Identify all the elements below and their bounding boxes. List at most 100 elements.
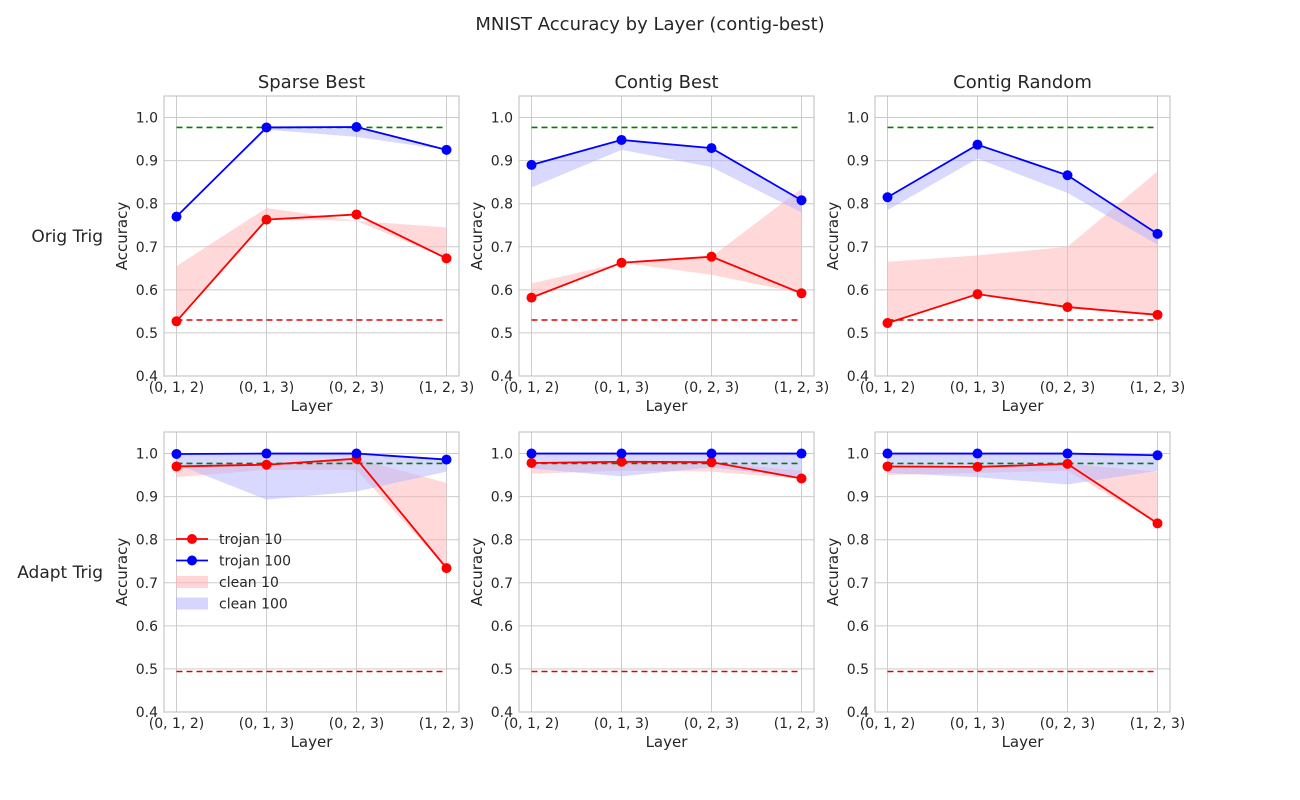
band-clean-100 <box>531 139 802 213</box>
y-axis-label: Accuracy <box>468 538 486 607</box>
subplot-1: 0.4 0.5 0.6 0.7 0.8 0.9 1.0 (0, 1, 2) (0, 1, 3) (… <box>113 72 474 415</box>
series-line-trojan-10 <box>887 462 1158 525</box>
subplot-3: 0.4 0.5 0.6 0.7 0.8 0.9 1.0 (0, 1, 2) (0, 1, 3) (… <box>824 72 1185 415</box>
data-point-trojan-100 <box>616 448 627 459</box>
y-tick-label: 0.9 <box>847 490 869 506</box>
y-tick-label: 1.0 <box>136 111 158 127</box>
y-tick-label: 0.6 <box>847 619 869 635</box>
data-point-trojan-10 <box>261 214 272 225</box>
y-tick-label: 0.9 <box>491 154 513 170</box>
series-line-trojan-10 <box>175 213 447 322</box>
series-line-trojan-100 <box>887 452 1158 457</box>
x-tick-label: (0, 2, 3) <box>1040 716 1095 732</box>
series-line-trojan-100 <box>176 452 447 461</box>
row-label-adapt-trig: Adapt Trig <box>17 563 103 583</box>
legend: trojan 10 trojan 100 clean 10 clean 100 <box>176 532 291 613</box>
data-point-trojan-10 <box>796 473 807 484</box>
axes-frame <box>874 431 1171 713</box>
subplot-grid: 0.4 0.5 0.6 0.7 0.8 0.9 1.0 (0, 1, 2) (0, 1, 3) (… <box>113 72 1185 751</box>
data-point-trojan-10 <box>706 251 717 262</box>
x-tick-label: (0, 1, 2) <box>860 716 915 732</box>
data-point-trojan-100 <box>526 448 537 459</box>
legend-label: clean 10 <box>219 575 279 591</box>
x-tick-label: (0, 1, 3) <box>950 380 1005 396</box>
y-tick-label: 0.9 <box>491 490 513 506</box>
band-clean-10 <box>887 171 1158 324</box>
x-tick-label: (0, 1, 2) <box>504 716 559 732</box>
y-tick-label: 0.8 <box>136 533 158 549</box>
y-tick-label: 0.7 <box>491 240 513 256</box>
y-tick-label: 0.6 <box>136 283 158 299</box>
band-clean-100 <box>887 144 1158 245</box>
y-axis-label: Accuracy <box>824 202 842 271</box>
data-point-trojan-100 <box>706 143 717 154</box>
data-point-trojan-10 <box>706 457 717 468</box>
data-point-trojan-100 <box>1152 228 1163 239</box>
x-tick-label: (0, 2, 3) <box>329 716 384 732</box>
data-point-trojan-100 <box>351 122 362 133</box>
x-tick-label: (1, 2, 3) <box>1130 380 1185 396</box>
series-line-trojan-10 <box>531 460 802 480</box>
data-point-trojan-10 <box>882 318 893 329</box>
data-point-trojan-100 <box>351 448 362 459</box>
series-line-trojan-100 <box>175 126 447 218</box>
row-label-orig-trig: Orig Trig <box>31 227 103 247</box>
y-axis-label: Accuracy <box>113 202 131 271</box>
data-point-trojan-100 <box>796 195 807 206</box>
x-tick-label: (0, 1, 2) <box>149 380 204 396</box>
x-tick-label: (1, 2, 3) <box>419 716 474 732</box>
data-point-trojan-100 <box>171 211 182 222</box>
y-tick-label: 0.6 <box>847 283 869 299</box>
data-point-trojan-10 <box>441 563 452 574</box>
axes-frame <box>518 431 815 713</box>
y-tick-label: 1.0 <box>136 447 158 463</box>
series-line-trojan-100 <box>531 139 802 202</box>
data-point-trojan-100 <box>171 448 182 459</box>
data-point-trojan-100 <box>1152 450 1163 461</box>
y-tick-label: 0.6 <box>136 619 158 635</box>
y-tick-label: 0.4 <box>491 705 513 721</box>
x-axis-label: Layer <box>1002 397 1045 415</box>
data-point-trojan-100 <box>441 144 452 155</box>
y-tick-label: 1.0 <box>847 111 869 127</box>
y-tick-label: 0.4 <box>136 705 158 721</box>
data-point-trojan-10 <box>171 316 182 327</box>
data-point-trojan-10 <box>261 459 272 470</box>
x-tick-label: (1, 2, 3) <box>1130 716 1185 732</box>
data-point-trojan-10 <box>1152 518 1163 529</box>
legend-swatch-patch <box>176 576 208 588</box>
legend-label: clean 100 <box>219 597 288 613</box>
y-tick-label: 0.8 <box>136 197 158 213</box>
x-tick-label: (0, 2, 3) <box>684 380 739 396</box>
figure-suptitle: MNIST Accuracy by Layer (contig-best) <box>475 14 824 35</box>
data-point-trojan-100 <box>616 134 627 145</box>
y-tick-label: 1.0 <box>491 111 513 127</box>
x-tick-label: (0, 1, 2) <box>504 380 559 396</box>
x-axis-label: Layer <box>291 397 334 415</box>
axes-frame <box>163 95 460 377</box>
y-tick-label: 0.8 <box>847 197 869 213</box>
y-tick-label: 0.6 <box>491 283 513 299</box>
x-tick-label: (0, 2, 3) <box>329 380 384 396</box>
data-point-trojan-10 <box>526 458 537 469</box>
data-point-trojan-10 <box>171 461 182 472</box>
x-tick-label: (0, 2, 3) <box>684 716 739 732</box>
y-tick-label: 0.7 <box>136 240 158 256</box>
y-tick-label: 0.5 <box>136 326 158 342</box>
y-tick-label: 0.5 <box>491 326 513 342</box>
data-point-trojan-10 <box>1062 458 1073 469</box>
data-point-trojan-10 <box>526 292 537 303</box>
x-tick-label: (1, 2, 3) <box>774 380 829 396</box>
legend-label: trojan 100 <box>219 554 291 570</box>
y-tick-label: 0.4 <box>847 705 869 721</box>
data-point-trojan-10 <box>616 257 627 268</box>
axes-frame <box>874 95 1171 377</box>
data-point-trojan-100 <box>261 448 272 459</box>
x-axis-label: Layer <box>291 733 334 751</box>
axes-frame <box>518 95 815 377</box>
subplot-5: 0.4 0.5 0.6 0.7 0.8 0.9 1.0 (0, 1, 2) (0, 1, 3) (… <box>468 431 829 751</box>
band-clean-10 <box>531 188 802 298</box>
data-point-trojan-10 <box>882 461 893 472</box>
x-tick-label: (0, 1, 3) <box>594 380 649 396</box>
